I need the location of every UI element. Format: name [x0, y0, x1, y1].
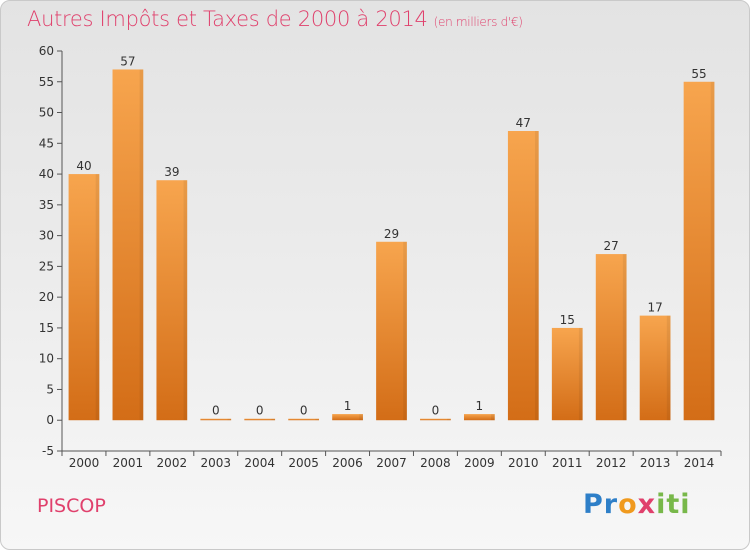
y-tick-label: 5: [46, 382, 54, 396]
bar-shade: [271, 418, 276, 421]
x-tick-label: 2007: [376, 456, 407, 470]
value-labels: 40 57 39 0 0 0 1 29 0 1 47 15 27 17 55: [76, 54, 706, 417]
x-tick-label: 2006: [332, 456, 363, 470]
bar: [288, 418, 320, 421]
bar-value-label: 17: [647, 301, 662, 315]
bar-value-label: 55: [691, 67, 706, 81]
bar-value-label: 40: [76, 159, 91, 173]
y-tick-label: 15: [39, 321, 54, 335]
x-tick-label: 2000: [69, 456, 100, 470]
x-tick-label: 2004: [244, 456, 275, 470]
bar: [68, 174, 100, 421]
bar-value-label: 29: [384, 227, 399, 241]
bar-shade: [359, 414, 363, 421]
x-tick-label: 2010: [508, 456, 539, 470]
y-tick-label: -5: [42, 444, 54, 458]
chart-unit: (en milliers d'€): [433, 15, 523, 29]
y-tick-label: 45: [39, 136, 54, 150]
bar-value-label: 0: [432, 404, 440, 418]
bar-value-label: 0: [256, 404, 264, 418]
x-tick-label: 2001: [113, 456, 144, 470]
x-tick-label: 2003: [200, 456, 231, 470]
bar: [200, 418, 232, 421]
y-tick-label: 20: [39, 290, 54, 304]
bar-shade: [710, 81, 715, 421]
bar-shade: [403, 241, 407, 421]
bar-value-label: 47: [516, 116, 531, 130]
x-tick-label: 2008: [420, 456, 451, 470]
chart-title: Autres Impôts et Taxes de 2000 à 2014 (en…: [27, 7, 523, 31]
bar: [683, 81, 715, 421]
y-tick-label: 55: [39, 75, 54, 89]
bar-shade: [491, 414, 495, 421]
bar: [507, 131, 539, 421]
bar-shade: [534, 131, 539, 421]
bar: [639, 315, 671, 421]
bar-shade: [315, 418, 320, 421]
bar: [376, 241, 407, 421]
x-tick-label: 2009: [464, 456, 495, 470]
bar-value-label: 15: [560, 313, 575, 327]
bar: [332, 414, 363, 421]
bar: [244, 418, 276, 421]
logo-part-4: iti: [656, 489, 691, 520]
y-tick-label: 10: [39, 352, 54, 366]
bar-shade: [666, 315, 671, 421]
bar-shade: [447, 418, 451, 421]
bar-value-label: 0: [300, 404, 308, 418]
bar-value-label: 39: [164, 165, 179, 179]
bar-value-label: 27: [604, 239, 619, 253]
bar: [551, 327, 583, 421]
y-tick-label: 30: [39, 229, 54, 243]
bars: [68, 69, 715, 421]
logo-part-3: x: [637, 489, 657, 520]
proxiti-logo: Proxiti: [583, 489, 691, 520]
bar-shade: [227, 418, 232, 421]
logo-part-2: o: [618, 489, 638, 520]
logo-part-1: Pr: [583, 489, 619, 520]
x-tick-label: 2014: [684, 456, 715, 470]
x-tick-label: 2013: [640, 456, 671, 470]
bar-value-label: 57: [120, 54, 135, 68]
bar: [420, 418, 451, 421]
y-tick-label: 40: [39, 167, 54, 181]
x-tick-label: 2005: [288, 456, 319, 470]
bar-shade: [183, 180, 188, 421]
commune-name: PISCOP: [37, 495, 106, 517]
bar: [595, 254, 627, 421]
bar-value-label: 0: [212, 404, 220, 418]
bar: [112, 69, 144, 421]
x-tick-label: 2012: [596, 456, 627, 470]
x-tick-label: 2011: [552, 456, 583, 470]
bar-shade: [622, 254, 627, 421]
y-tick-label: 60: [39, 44, 54, 58]
bar: [156, 180, 188, 421]
y-tick-label: 50: [39, 106, 54, 120]
bar: [463, 414, 495, 421]
bar-shade: [578, 327, 583, 421]
x-tick-label: 2002: [157, 456, 188, 470]
bar-value-label: 1: [476, 399, 484, 413]
bar-value-label: 1: [344, 399, 352, 413]
chart-title-text: Autres Impôts et Taxes de 2000 à 2014: [27, 7, 428, 31]
bar-shade: [139, 69, 144, 421]
y-tick-label: 25: [39, 259, 54, 273]
y-tick-label: 35: [39, 198, 54, 212]
y-tick-label: 0: [46, 413, 54, 427]
bar-shade: [95, 174, 100, 421]
